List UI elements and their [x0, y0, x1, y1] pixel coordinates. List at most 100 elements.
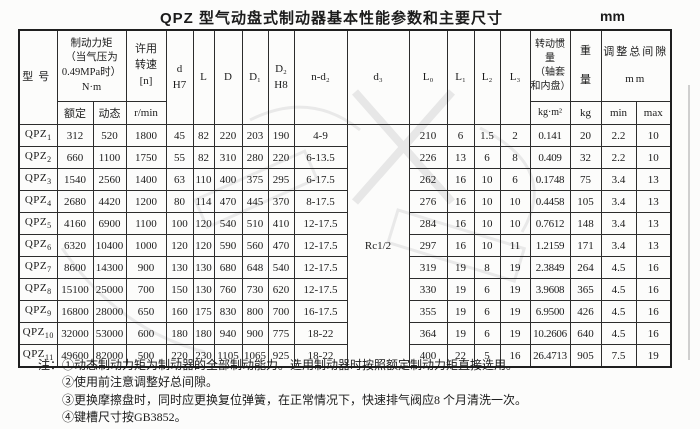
header-model: 型号	[18, 29, 58, 125]
value-cell: 10.2606	[529, 322, 571, 345]
value-cell: 175	[192, 300, 215, 323]
value-cell: 470	[267, 234, 295, 257]
value-cell: 16	[446, 212, 475, 235]
value-cell: 800	[241, 300, 269, 323]
value-cell: 12-17.5	[293, 256, 348, 279]
value-cell: 8	[499, 146, 531, 169]
value-cell: 171	[569, 234, 602, 257]
value-cell: 82	[192, 146, 215, 169]
value-cell: 110	[192, 168, 215, 191]
value-cell: 1100	[92, 146, 127, 169]
value-cell: 130	[192, 278, 215, 301]
header-speed: 许用 转速 [n]	[125, 29, 167, 102]
value-cell: 4-9	[293, 124, 348, 147]
value-cell: 445	[241, 190, 269, 213]
value-cell: 75	[569, 168, 602, 191]
table-row: QPZ5 4160 6900 1100 100 120 540 510 410 12-17.5 28…	[18, 212, 672, 235]
header-gap-min: min	[600, 101, 637, 125]
value-cell: 6.9500	[529, 300, 571, 323]
value-cell: 6	[473, 300, 501, 323]
value-cell: 540	[267, 256, 295, 279]
value-cell: 5	[473, 344, 501, 368]
value-cell: 1100	[125, 212, 167, 235]
value-cell: 210	[408, 124, 448, 147]
value-cell: 0.7612	[529, 212, 571, 235]
value-cell: 19	[499, 322, 531, 345]
value-cell: 925	[267, 344, 295, 368]
value-cell: 45	[165, 124, 194, 147]
value-cell: 680	[213, 256, 243, 279]
model-cell: QPZ7	[18, 256, 58, 279]
model-cell: QPZ6	[18, 234, 58, 257]
value-cell: 280	[241, 146, 269, 169]
header-D: D	[213, 29, 243, 125]
value-cell: 114	[192, 190, 215, 213]
value-cell: 10	[635, 146, 672, 169]
header-weight-unit: kg	[569, 101, 602, 125]
header-d: d H7	[165, 29, 194, 125]
value-cell: 3.4	[600, 212, 637, 235]
value-cell: 600	[125, 322, 167, 345]
value-cell: 6900	[92, 212, 127, 235]
value-cell: 150	[165, 278, 194, 301]
value-cell: 6	[473, 322, 501, 345]
value-cell: 905	[569, 344, 602, 368]
value-cell: 203	[241, 124, 269, 147]
value-cell: 16	[635, 256, 672, 279]
header-dynamic: 动态	[92, 101, 127, 125]
value-cell: 13	[635, 234, 672, 257]
model-cell: QPZ1	[18, 124, 58, 147]
value-cell: 560	[241, 234, 269, 257]
value-cell: 20	[569, 124, 602, 147]
value-cell: 1065	[241, 344, 269, 368]
value-cell: 1400	[125, 168, 167, 191]
value-cell: 15100	[56, 278, 94, 301]
header-weight: 重 量	[569, 29, 602, 102]
value-cell: 284	[408, 212, 448, 235]
value-cell: 19	[446, 300, 475, 323]
value-cell: 80	[165, 190, 194, 213]
header-L3: L₃	[499, 29, 531, 125]
value-cell: 63	[165, 168, 194, 191]
d3-value-cell: Rc1/2	[346, 124, 410, 368]
value-cell: 1.5	[473, 124, 501, 147]
value-cell: 26.4713	[529, 344, 571, 368]
value-cell: 2.2	[600, 124, 637, 147]
value-cell: 1540	[56, 168, 94, 191]
value-cell: 1200	[125, 190, 167, 213]
value-cell: 295	[267, 168, 295, 191]
unit-label: mm	[600, 8, 625, 24]
value-cell: 6-17.5	[293, 168, 348, 191]
note-line: ④键槽尺寸按GB3852。	[62, 410, 187, 425]
value-cell: 264	[569, 256, 602, 279]
header-row-2: 额定 动态 r/min kg·m² kg min max	[19, 101, 672, 125]
value-cell: 19	[446, 278, 475, 301]
header-row-1: 型号 制动力矩 （当气压为 0.49MPa时） N·m 许用 转速 [n] d …	[18, 29, 672, 125]
value-cell: 120	[165, 234, 194, 257]
note-line: ②使用前注意调整好总间隙。	[62, 375, 219, 390]
value-cell: 4420	[92, 190, 127, 213]
header-nd2: n-d₂	[293, 29, 348, 125]
value-cell: 11	[499, 234, 531, 257]
value-cell: 12-17.5	[293, 212, 348, 235]
value-cell: 760	[213, 278, 243, 301]
value-cell: 310	[213, 146, 243, 169]
value-cell: 6	[473, 146, 501, 169]
value-cell: 6	[473, 278, 501, 301]
value-cell: 120	[192, 234, 215, 257]
value-cell: 10	[635, 124, 672, 147]
value-cell: 370	[267, 190, 295, 213]
value-cell: 2.2	[600, 146, 637, 169]
value-cell: 355	[408, 300, 448, 323]
value-cell: 190	[267, 124, 295, 147]
model-cell: QPZ3	[18, 168, 58, 191]
value-cell: 13	[635, 190, 672, 213]
value-cell: 18-22	[293, 322, 348, 345]
value-cell: 19	[499, 256, 531, 279]
value-cell: 1000	[125, 234, 167, 257]
model-cell: QPZ2	[18, 146, 58, 169]
value-cell: 25000	[92, 278, 127, 301]
header-inertia: 转动惯量 （轴套 和内盘）	[529, 29, 571, 102]
value-cell: 940	[213, 322, 243, 345]
value-cell: 32000	[56, 322, 94, 345]
